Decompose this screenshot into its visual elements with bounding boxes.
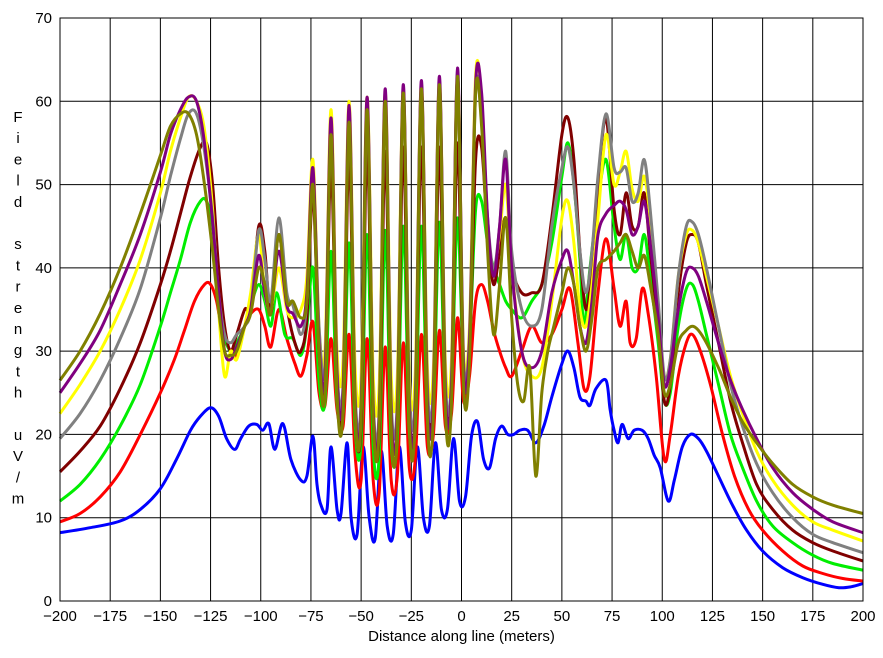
x-tick-label: 150 xyxy=(750,608,775,625)
y-tick-label: 10 xyxy=(35,510,52,527)
y-axis-title-char: r xyxy=(16,279,21,296)
y-axis-title-char: m xyxy=(12,491,25,508)
series-line-8 xyxy=(58,74,864,515)
y-axis-title-char: / xyxy=(16,469,21,486)
x-tick-label: −50 xyxy=(348,608,373,625)
x-tick-label: 125 xyxy=(700,608,725,625)
y-tick-label: 30 xyxy=(35,343,52,360)
y-tick-label: 0 xyxy=(44,593,52,610)
y-axis-title-char: F xyxy=(13,109,22,126)
plot-frame xyxy=(59,17,864,602)
y-tick-label: 70 xyxy=(35,10,52,27)
y-tick-label: 60 xyxy=(35,93,52,110)
x-tick-labels: −200 −175 −150 −125 −100 −75 −50 −25 0 25 50 75 100 1… xyxy=(43,608,875,625)
y-axis-title-char: d xyxy=(14,194,22,211)
x-tick-label: −150 xyxy=(143,608,177,625)
y-axis-title-char: V xyxy=(13,448,23,465)
x-tick-label: 75 xyxy=(604,608,621,625)
y-axis-title-char: n xyxy=(14,321,22,338)
y-axis-title-char: h xyxy=(14,385,22,402)
series-line-1 xyxy=(59,349,864,590)
x-tick-label: 100 xyxy=(650,608,675,625)
series-group xyxy=(58,59,864,590)
y-axis-title-char: e xyxy=(14,151,22,168)
y-axis-title-char: l xyxy=(16,173,19,190)
y-axis-title-char: g xyxy=(14,342,22,359)
x-tick-label: 200 xyxy=(850,608,875,625)
y-axis-title-char: u xyxy=(14,427,22,444)
y-tick-label: 20 xyxy=(35,426,52,443)
x-tick-label: 175 xyxy=(800,608,825,625)
y-axis-title-char: t xyxy=(16,363,21,380)
x-tick-label: 50 xyxy=(554,608,571,625)
x-tick-label: 0 xyxy=(457,608,465,625)
x-axis-title: Distance along line (meters) xyxy=(368,628,555,645)
x-tick-label: −125 xyxy=(194,608,228,625)
y-tick-label: 50 xyxy=(35,177,52,194)
y-axis-title-char: s xyxy=(14,236,22,253)
x-tick-label: −100 xyxy=(244,608,278,625)
x-tick-label: −25 xyxy=(399,608,424,625)
y-tick-labels: 0 10 20 30 40 50 60 70 xyxy=(35,10,52,610)
x-tick-label: −200 xyxy=(43,608,77,625)
y-tick-label: 40 xyxy=(35,260,52,277)
y-axis-title-char: e xyxy=(14,300,22,317)
x-tick-label: 25 xyxy=(503,608,520,625)
y-axis-title-char: i xyxy=(16,130,19,147)
y-axis-title-char: t xyxy=(16,257,21,274)
x-tick-label: −175 xyxy=(93,608,127,625)
x-tick-label: −75 xyxy=(298,608,323,625)
